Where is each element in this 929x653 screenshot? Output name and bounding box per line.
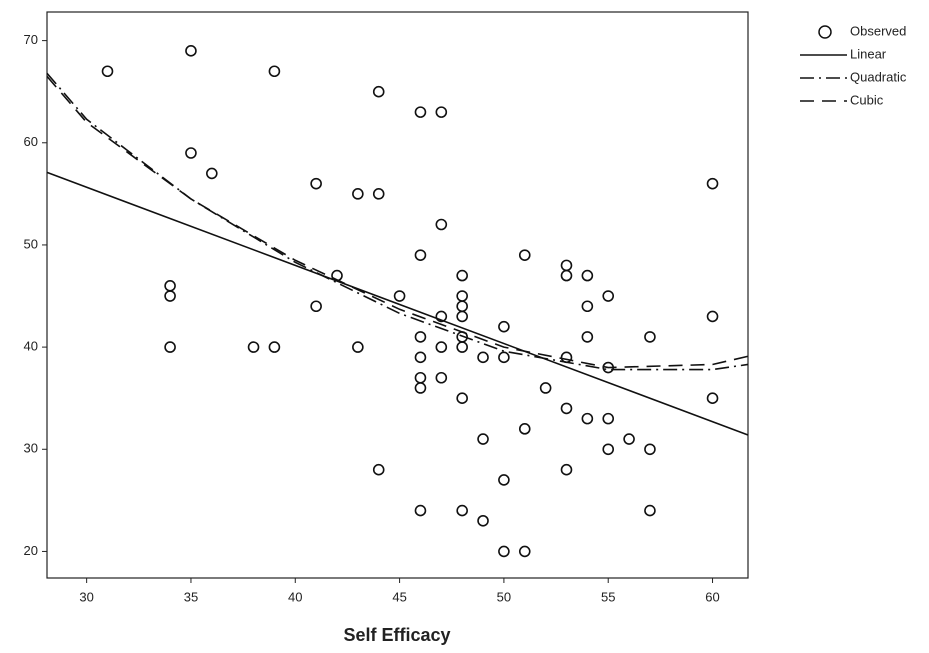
y-tick-label: 40 [24, 339, 38, 354]
point [456, 300, 468, 313]
y-tick-label: 30 [24, 441, 38, 456]
point [602, 443, 615, 456]
legend-marker [818, 25, 832, 39]
point [602, 412, 615, 425]
point [456, 341, 468, 353]
fit-line [46, 72, 749, 371]
point [477, 351, 489, 364]
point [185, 45, 197, 57]
point [268, 65, 281, 78]
point [352, 341, 364, 353]
point [414, 331, 427, 343]
point [644, 443, 656, 456]
legend-label: Linear [850, 46, 887, 61]
point [435, 371, 448, 384]
x-tick-label: 30 [79, 589, 93, 604]
point [498, 474, 510, 486]
point [581, 300, 594, 313]
point [498, 320, 510, 333]
point [310, 177, 322, 190]
x-tick-label: 55 [601, 589, 615, 604]
point [247, 341, 260, 353]
point [456, 269, 468, 282]
point [435, 218, 448, 231]
fit-line [46, 171, 749, 436]
point [164, 280, 176, 292]
point [101, 65, 114, 78]
point [539, 382, 552, 394]
point [706, 392, 719, 404]
point [456, 392, 468, 404]
y-tick-label: 50 [24, 236, 38, 251]
x-tick-label: 50 [497, 589, 511, 604]
point [560, 402, 573, 415]
point [518, 423, 531, 435]
x-tick-label: 60 [705, 589, 719, 604]
point [706, 310, 719, 323]
point [372, 188, 385, 200]
point [164, 290, 176, 302]
point [581, 412, 594, 425]
point [581, 269, 594, 282]
point [414, 249, 427, 261]
point [477, 514, 489, 527]
point [185, 147, 197, 159]
point [164, 341, 176, 353]
point [560, 269, 573, 282]
point [435, 341, 448, 353]
point [372, 463, 385, 476]
point [498, 351, 510, 364]
point [268, 341, 281, 353]
point [414, 371, 427, 384]
point [414, 351, 427, 364]
point [602, 290, 615, 302]
point [623, 433, 635, 445]
y-tick-label: 70 [24, 32, 38, 47]
point [393, 290, 406, 302]
legend-label: Quadratic [850, 69, 907, 84]
point [414, 504, 427, 517]
point [706, 177, 719, 190]
legend-label: Cubic [850, 92, 884, 107]
x-axis-title: Self Efficacy [343, 625, 450, 645]
x-tick-label: 45 [392, 589, 406, 604]
point [456, 504, 468, 517]
point [372, 85, 385, 98]
point [414, 106, 427, 118]
point [456, 290, 468, 302]
point [456, 310, 468, 323]
point [560, 259, 573, 272]
point [644, 504, 656, 517]
point [352, 188, 364, 200]
x-tick-label: 35 [184, 589, 198, 604]
point [435, 106, 448, 118]
plot-frame [46, 11, 749, 579]
point [206, 167, 218, 180]
point [644, 331, 656, 343]
point [498, 545, 510, 558]
legend-label: Observed [850, 23, 906, 38]
point [310, 300, 322, 313]
point [518, 249, 531, 261]
point [477, 433, 489, 445]
x-tick-label: 40 [288, 589, 302, 604]
point [414, 382, 427, 394]
y-tick-label: 20 [24, 543, 38, 558]
point [518, 545, 531, 558]
y-tick-label: 60 [24, 134, 38, 149]
fit-line [46, 75, 749, 369]
point [435, 310, 448, 323]
point [560, 463, 573, 476]
point [581, 331, 594, 343]
